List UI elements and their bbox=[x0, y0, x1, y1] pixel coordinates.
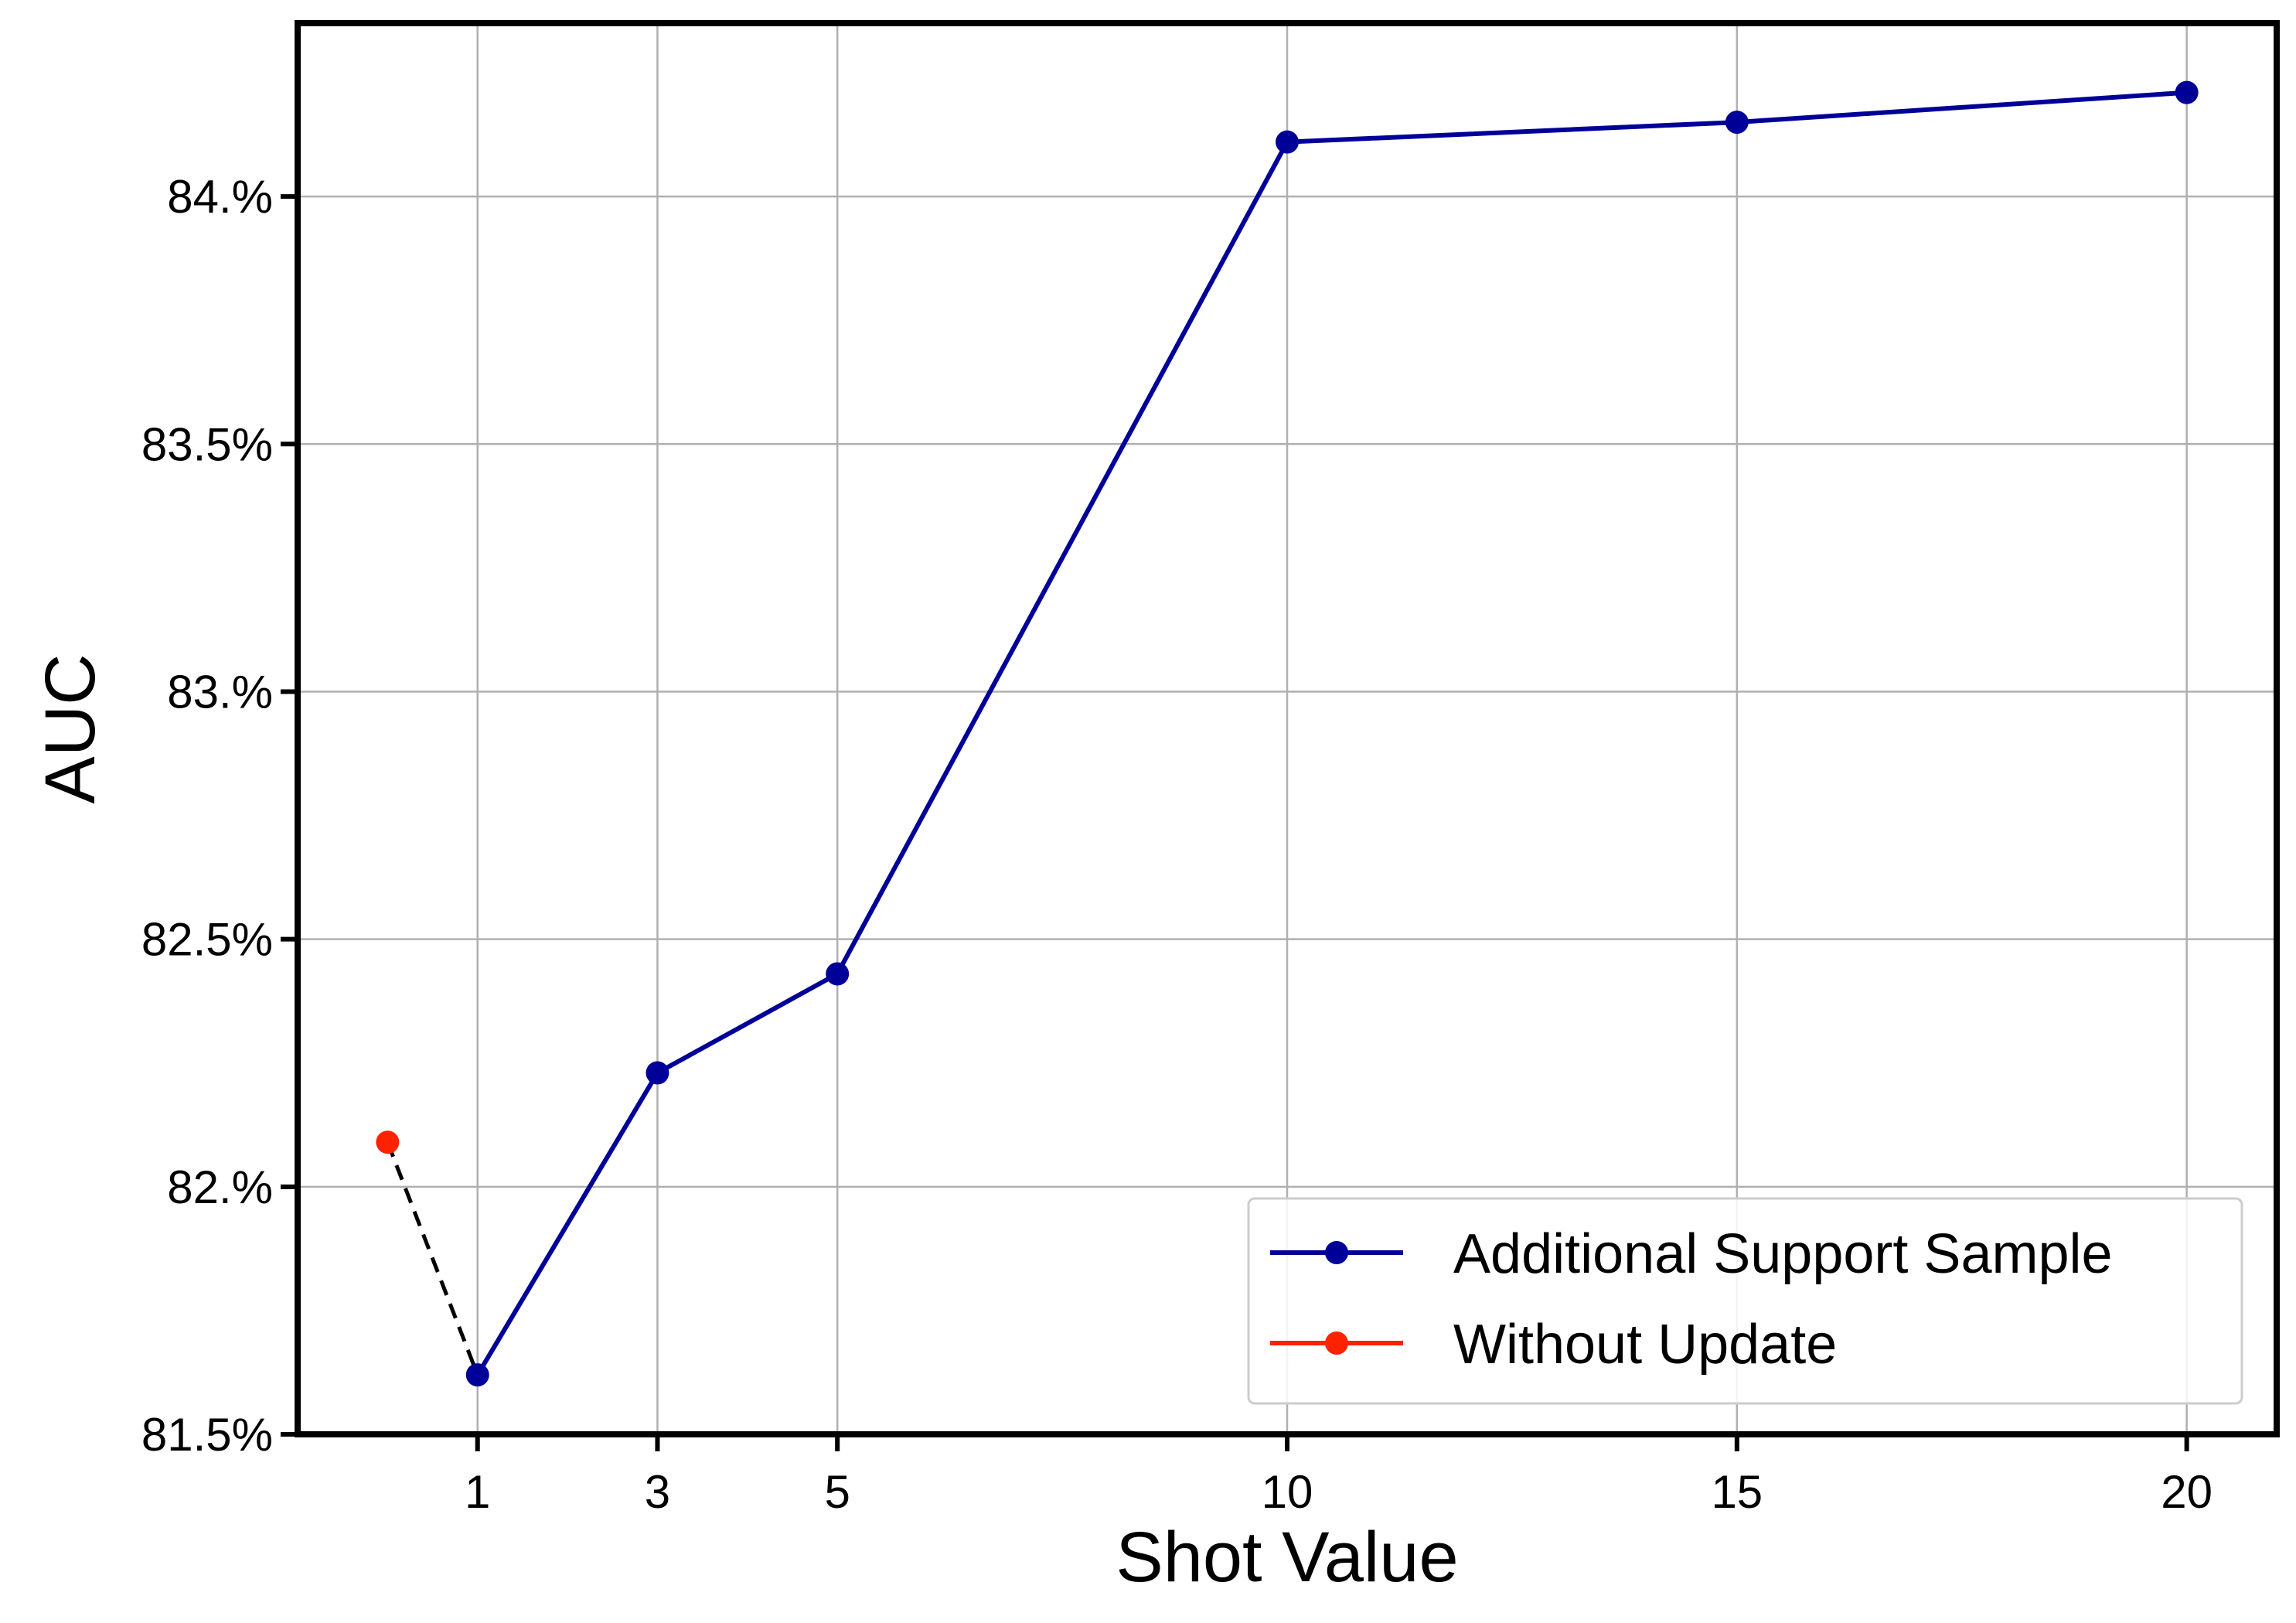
x-tick-label: 5 bbox=[824, 1466, 850, 1518]
y-tick-label: 83.% bbox=[167, 666, 273, 718]
data-point bbox=[826, 962, 850, 986]
y-tick-label: 84.% bbox=[167, 171, 273, 223]
legend-swatch-marker bbox=[1325, 1241, 1348, 1264]
legend-item: Additional Support Sample bbox=[1270, 1223, 2113, 1285]
x-tick-label: 3 bbox=[645, 1466, 670, 1518]
y-tick-label: 82.% bbox=[167, 1161, 273, 1213]
y-tick-label: 81.5% bbox=[141, 1409, 273, 1461]
legend-label: Without Update bbox=[1453, 1314, 1837, 1376]
data-point bbox=[376, 1130, 400, 1154]
y-tick-label: 83.5% bbox=[141, 418, 273, 470]
data-point bbox=[1725, 111, 1749, 135]
legend-box bbox=[1247, 1197, 2243, 1405]
x-tick-label: 20 bbox=[2161, 1466, 2213, 1518]
data-point bbox=[465, 1363, 489, 1387]
data-point bbox=[646, 1061, 669, 1085]
legend-swatch-marker bbox=[1325, 1331, 1348, 1355]
y-axis-title: AUC bbox=[31, 653, 110, 803]
connector-line bbox=[386, 1141, 480, 1376]
x-tick-label: 1 bbox=[465, 1466, 490, 1518]
data-point bbox=[1276, 130, 1299, 154]
x-axis-title: Shot Value bbox=[1116, 1518, 1458, 1597]
x-tick-label: 10 bbox=[1262, 1466, 1313, 1518]
plot-frame bbox=[295, 20, 2280, 1437]
legend-label: Additional Support Sample bbox=[1453, 1223, 2113, 1285]
legend-item: Without Update bbox=[1270, 1314, 1837, 1376]
x-axis-ticks: 1 3 5 10 15 20 bbox=[465, 1434, 2213, 1518]
series-1 bbox=[376, 1130, 400, 1154]
x-tick-label: 15 bbox=[1711, 1466, 1763, 1518]
series-0 bbox=[465, 80, 2199, 1387]
data-point bbox=[2175, 80, 2199, 104]
series-line bbox=[475, 90, 2187, 1376]
y-axis-ticks: 81.5% 82.% 82.5% 83.% 83.5% 84.% bbox=[141, 171, 298, 1461]
series-group bbox=[376, 80, 2199, 1387]
dashed-connector bbox=[386, 1141, 480, 1376]
legend: Additional Support Sample Without Update bbox=[1247, 1197, 2243, 1405]
y-tick-label: 82.5% bbox=[141, 914, 273, 966]
